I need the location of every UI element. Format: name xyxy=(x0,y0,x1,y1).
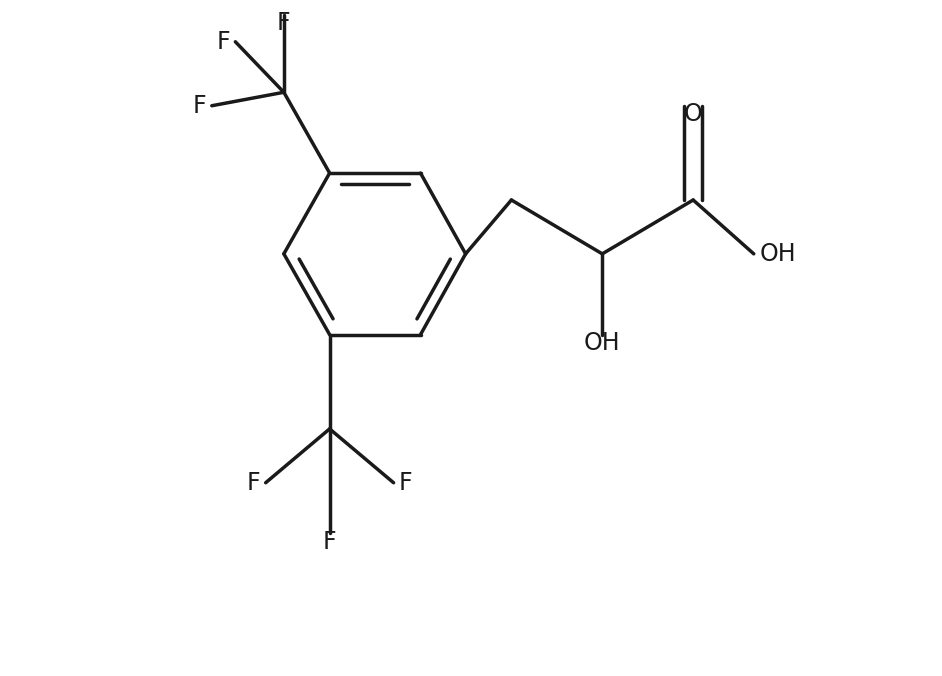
Text: F: F xyxy=(217,30,230,54)
Text: F: F xyxy=(323,530,336,554)
Text: OH: OH xyxy=(759,242,796,266)
Text: F: F xyxy=(399,470,413,495)
Text: F: F xyxy=(247,470,260,495)
Text: F: F xyxy=(193,94,206,118)
Text: F: F xyxy=(277,11,291,35)
Text: OH: OH xyxy=(584,331,621,356)
Text: O: O xyxy=(684,102,703,126)
